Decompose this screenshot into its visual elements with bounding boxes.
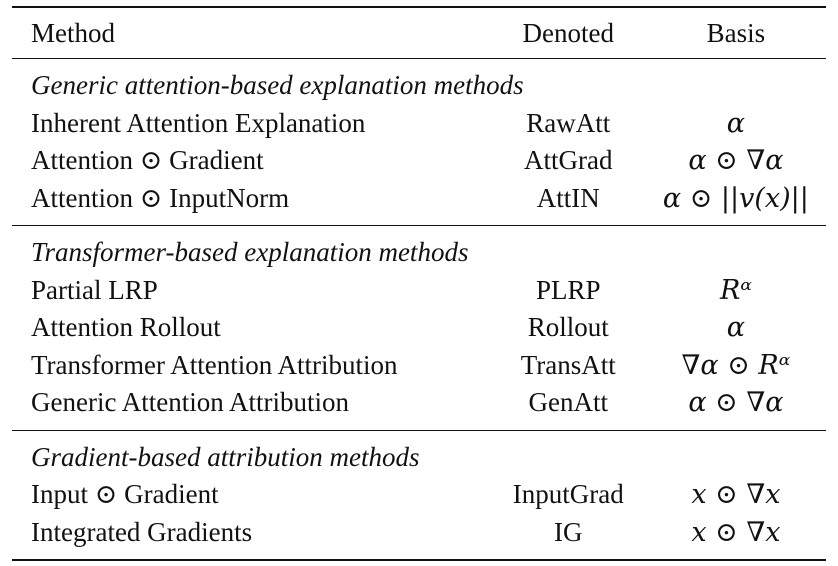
basis-cell: α ⊙ ∇α xyxy=(688,387,784,418)
header-denoted: Denoted xyxy=(522,18,614,48)
section-title: Gradient-based attribution methods xyxy=(31,441,420,472)
header-method: Method xyxy=(31,18,115,48)
basis-cell: Rᵅ xyxy=(719,274,752,306)
basis-cell: x ⊙ ∇x xyxy=(691,479,781,510)
header-basis: Basis xyxy=(706,18,766,48)
denoted-cell: IG xyxy=(553,516,583,547)
section-title-row: Gradient-based attribution methods xyxy=(12,430,826,476)
basis-cell: α ⊙ ∇α xyxy=(688,145,784,176)
denoted-cell: InputGrad xyxy=(512,479,624,509)
method-cell: Inherent Attention Explanation xyxy=(31,107,366,138)
methods-table: Method Denoted Basis Generic attention-b… xyxy=(12,6,826,561)
basis-cell: α ⊙ ||v(x)|| xyxy=(662,182,809,214)
section-title: Generic attention-based explanation meth… xyxy=(31,70,524,100)
denoted-cell: Rollout xyxy=(527,312,609,342)
basis-cell: x ⊙ ∇x xyxy=(691,516,781,548)
method-cell: Attention Rollout xyxy=(31,312,221,342)
section-title: Transformer-based explanation methods xyxy=(31,237,469,267)
table-row: Attention ⊙ Gradient AttGrad α ⊙ ∇α xyxy=(12,142,826,180)
table-row: Inherent Attention Explanation RawAtt α xyxy=(12,105,826,143)
section-title-row: Transformer-based explanation methods xyxy=(12,225,826,272)
table-row: Transformer Attention Attribution TransA… xyxy=(12,347,826,385)
method-cell: Integrated Gradients xyxy=(31,516,253,547)
denoted-cell: GenAtt xyxy=(528,387,608,417)
basis-cell: α xyxy=(726,107,745,139)
basis-cell: α xyxy=(726,312,745,343)
method-cell: Transformer Attention Attribution xyxy=(31,349,398,380)
table-header-row: Method Denoted Basis xyxy=(12,7,826,59)
denoted-cell: RawAtt xyxy=(526,107,611,138)
basis-cell: ∇α ⊙ Rᵅ xyxy=(681,349,791,381)
table-row: Attention Rollout Rollout α xyxy=(12,309,826,347)
method-cell: Generic Attention Attribution xyxy=(31,387,349,417)
denoted-cell: PLRP xyxy=(535,274,601,305)
denoted-cell: TransAtt xyxy=(520,349,616,380)
table-row: Attention ⊙ InputNorm AttIN α ⊙ ||v(x)|| xyxy=(12,180,826,226)
denoted-cell: AttIN xyxy=(536,182,600,213)
table-row: Generic Attention Attribution GenAtt α ⊙… xyxy=(12,384,826,430)
denoted-cell: AttGrad xyxy=(523,145,613,175)
method-cell: Input ⊙ Gradient xyxy=(31,479,219,509)
method-cell: Attention ⊙ Gradient xyxy=(31,145,264,175)
method-cell: Partial LRP xyxy=(31,274,158,305)
section-title-row: Generic attention-based explanation meth… xyxy=(12,58,826,105)
methods-table-container: Method Denoted Basis Generic attention-b… xyxy=(12,6,826,561)
table-row: Partial LRP PLRP Rᵅ xyxy=(12,272,826,310)
table-row: Input ⊙ Gradient InputGrad x ⊙ ∇x xyxy=(12,476,826,514)
method-cell: Attention ⊙ InputNorm xyxy=(31,182,290,213)
table-row: Integrated Gradients IG x ⊙ ∇x xyxy=(12,514,826,560)
